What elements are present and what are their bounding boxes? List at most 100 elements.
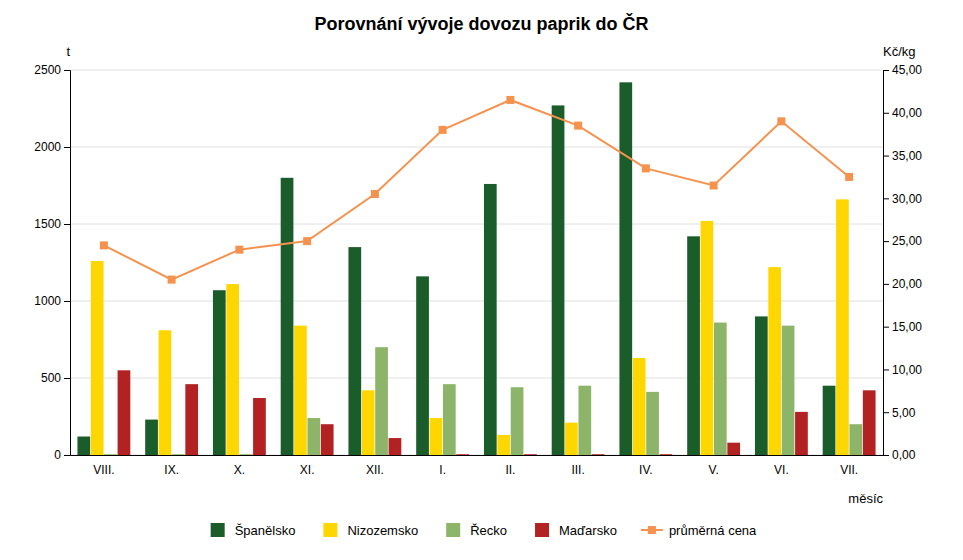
x-axis-tick-label: III. <box>571 463 584 477</box>
x-axis-tick: III. <box>571 463 584 477</box>
y2-axis-tick-label: 10,00 <box>892 363 922 377</box>
y-axis-tick-label: 2000 <box>34 140 61 154</box>
y-axis-tick: 500 <box>41 371 70 385</box>
x-axis-tick: V. <box>709 463 719 477</box>
bar <box>768 267 781 455</box>
y2-axis-tick: 45,00 <box>883 63 922 77</box>
grid-line <box>70 147 883 148</box>
bar <box>321 424 334 455</box>
bar <box>511 387 524 455</box>
x-axis-tick-label: VIII. <box>93 463 114 477</box>
marker <box>710 182 718 190</box>
bar <box>714 323 727 455</box>
x-axis-tick: XII. <box>366 463 384 477</box>
legend-item: Španělsko <box>211 523 296 538</box>
y2-axis: 0,005,0010,0015,0020,0025,0030,0035,0040… <box>883 63 922 462</box>
grid <box>70 70 883 455</box>
title: Porovnání vývoje dovozu paprik do ČR <box>314 13 648 34</box>
x-axis: VIII.IX.X.XI.XII.I.II.III.IV.V.VI.VII. <box>71 456 884 477</box>
marker <box>303 237 311 245</box>
bar <box>524 454 537 455</box>
y-axis-line <box>64 71 71 456</box>
bar <box>497 435 510 455</box>
legend-swatch <box>323 523 337 537</box>
legend-swatch <box>535 523 549 537</box>
legend-label: průměrná cena <box>669 523 757 538</box>
y2-axis-tick-label: 0,00 <box>892 448 916 462</box>
y2-axis-tick-mark <box>883 156 889 157</box>
y2-axis-tick-label: 45,00 <box>892 63 922 77</box>
bar <box>375 347 388 455</box>
y2-axis-tick: 15,00 <box>883 320 922 334</box>
marker <box>777 117 785 125</box>
bar <box>755 316 768 455</box>
bar <box>660 454 673 455</box>
marker <box>845 173 853 181</box>
y2-axis-tick: 40,00 <box>883 106 922 120</box>
y-axis-tick-mark <box>64 378 70 379</box>
bar <box>849 424 862 455</box>
y2-axis-tick-mark <box>883 327 889 328</box>
bar <box>578 386 591 455</box>
y2-axis-tick-mark <box>883 369 889 370</box>
grid-line <box>70 70 883 71</box>
y2-axis-tick-label: 20,00 <box>892 277 922 291</box>
legend-label: Řecko <box>470 523 507 538</box>
x-axis-tick: II. <box>505 463 515 477</box>
bar <box>294 326 307 455</box>
plot: VIII.IX.X.XI.XII.I.II.III.IV.V.VI.VII.05… <box>34 44 922 506</box>
bar <box>348 247 361 455</box>
bar <box>240 454 253 455</box>
bar <box>863 390 876 455</box>
bar <box>362 390 375 455</box>
bar <box>253 398 266 455</box>
marker <box>235 246 243 254</box>
y-axis-tick-label: 0 <box>54 448 61 462</box>
y-axis-tick-mark <box>64 301 70 302</box>
legend-swatch <box>211 523 225 537</box>
x-axis-tick-label: II. <box>505 463 515 477</box>
bar <box>795 412 808 455</box>
x-axis-tick: VIII. <box>93 463 114 477</box>
bar-series <box>91 199 849 455</box>
bar <box>592 454 605 455</box>
bar <box>443 384 456 455</box>
x-axis-tick-label: XII. <box>366 463 384 477</box>
bar <box>687 236 700 455</box>
bar <box>145 420 158 455</box>
legend-swatch <box>648 526 656 534</box>
bar <box>91 261 104 455</box>
y-axis-tick: 0 <box>54 448 70 462</box>
bar <box>552 105 565 455</box>
bar <box>172 454 185 455</box>
y2-axis-tick-mark <box>883 412 889 413</box>
bar <box>484 184 497 455</box>
y-axis-tick-mark <box>64 70 70 71</box>
y2-axis-tick-mark <box>883 284 889 285</box>
marker <box>574 122 582 130</box>
y-axis-tick: 2500 <box>34 63 70 77</box>
y2-axis-tick-label: 35,00 <box>892 149 922 163</box>
x-axis-tick-label: I. <box>439 463 446 477</box>
bar <box>782 326 795 455</box>
y2-axis-tick: 25,00 <box>883 234 922 248</box>
bar <box>281 178 294 455</box>
y2-axis-tick-label: 40,00 <box>892 106 922 120</box>
y-axis-tick: 1500 <box>34 217 70 231</box>
x-axis-tick: VII. <box>840 463 858 477</box>
y-axis-tick-mark <box>64 147 70 148</box>
marks <box>77 82 875 455</box>
y2-axis-tick: 0,00 <box>883 448 916 462</box>
legend-item: Nizozemsko <box>323 523 418 538</box>
bar <box>456 454 469 455</box>
legend-label: Španělsko <box>235 523 296 538</box>
bar <box>619 82 632 455</box>
bar <box>389 438 402 455</box>
x-axis-tick: VI. <box>774 463 789 477</box>
y-axis: 05001000150020002500 <box>34 63 70 462</box>
x-axis-tick-label: IX. <box>164 463 179 477</box>
bar <box>307 418 320 455</box>
legend-label: Maďarsko <box>559 523 617 538</box>
legend-item: průměrná cena <box>641 523 757 538</box>
bar <box>226 284 239 455</box>
